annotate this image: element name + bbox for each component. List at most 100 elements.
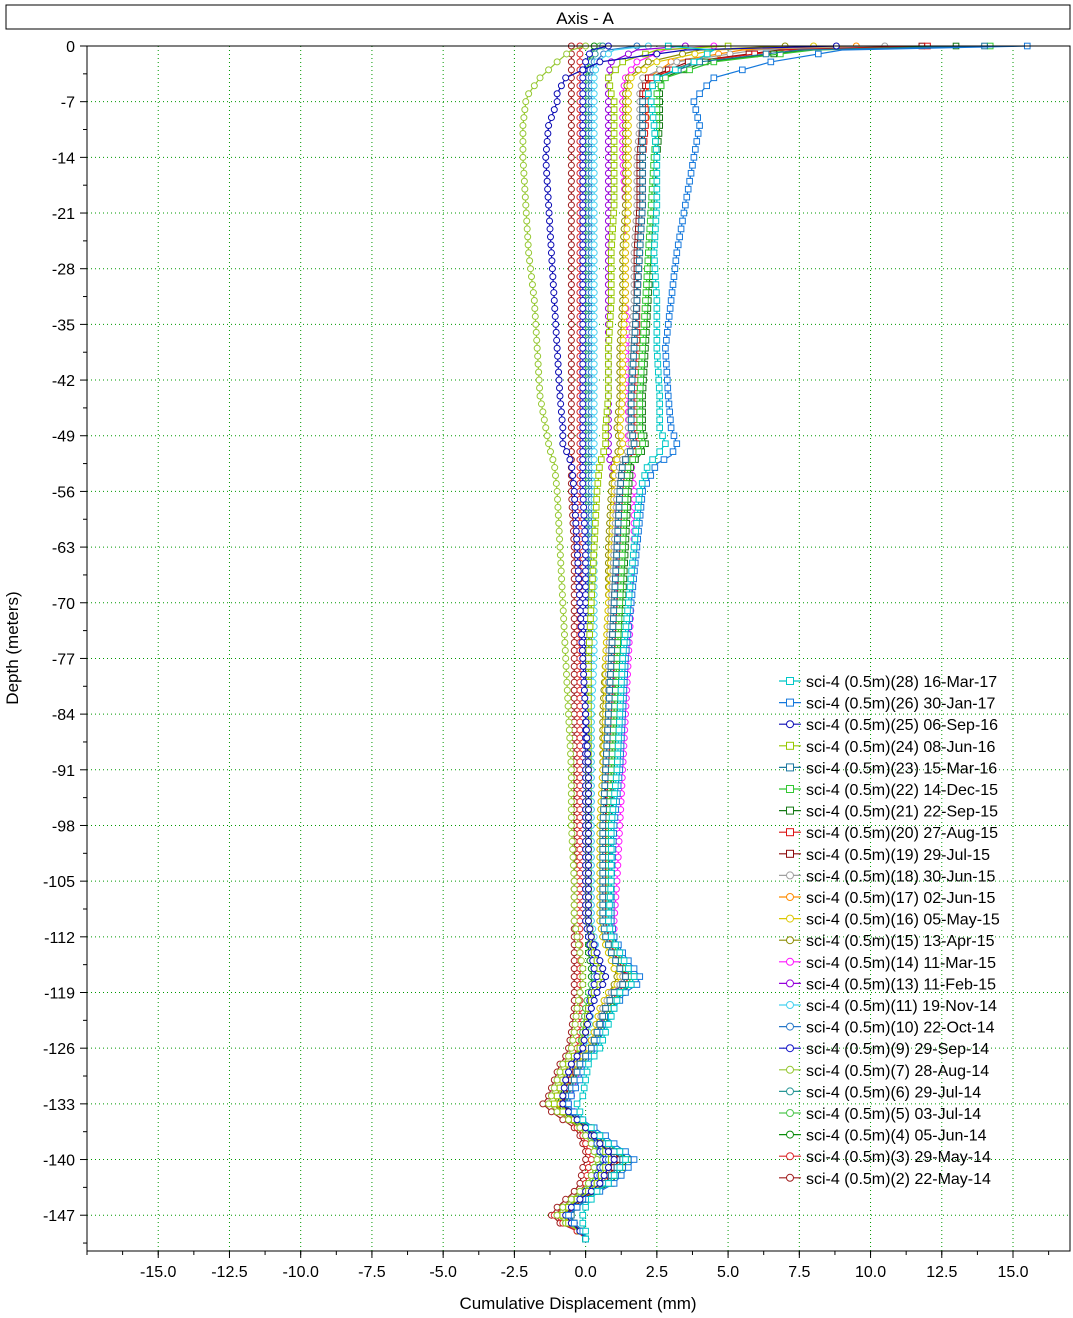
data-point [653, 98, 661, 105]
data-point [579, 249, 587, 257]
data-point [637, 432, 645, 440]
data-point [607, 853, 615, 861]
data-point [620, 957, 628, 964]
data-point [651, 233, 659, 241]
data-point [576, 750, 584, 758]
data-point [559, 424, 567, 432]
data-point [653, 90, 661, 98]
data-point [618, 400, 626, 408]
data-point [633, 297, 641, 304]
data-point [582, 718, 590, 726]
data-point [692, 146, 699, 153]
legend: sci-4 (0.5m)(28) 16-Mar-17 sci-4 (0.5m)(2… [779, 674, 1000, 1188]
data-point [619, 336, 627, 344]
data-point [662, 344, 669, 352]
data-point [576, 1179, 584, 1187]
data-point [762, 50, 770, 58]
data-point [639, 177, 646, 185]
data-point [523, 217, 531, 225]
data-point [614, 758, 621, 766]
data-point [620, 328, 628, 336]
data-point [602, 1005, 609, 1012]
data-point [673, 58, 681, 66]
data-point [591, 535, 598, 543]
data-point [567, 320, 575, 328]
data-point [590, 241, 598, 249]
data-point [568, 1092, 575, 1100]
data-point [567, 814, 575, 822]
data-point [604, 98, 612, 106]
data-point [616, 949, 624, 957]
data-point [567, 297, 575, 305]
legend-swatch-marker [786, 720, 794, 729]
data-point [624, 122, 632, 130]
data-point [584, 869, 592, 877]
data-point [605, 352, 612, 360]
data-point [590, 432, 598, 440]
data-point [689, 162, 696, 169]
data-point [636, 241, 644, 249]
data-point [649, 114, 657, 121]
data-point [605, 74, 612, 82]
data-point [663, 368, 671, 376]
data-point [572, 925, 580, 933]
data-point [670, 273, 678, 280]
data-point [588, 591, 596, 599]
data-point [647, 209, 654, 217]
data-point [639, 106, 646, 113]
data-point [618, 559, 626, 567]
y-tick-label: -21 [52, 206, 75, 223]
data-point [653, 74, 661, 82]
data-point [604, 169, 612, 177]
legend-swatch-marker [786, 785, 794, 793]
data-point [620, 511, 628, 519]
data-point [540, 416, 548, 424]
data-point [617, 694, 624, 702]
data-point [608, 233, 616, 241]
data-point [593, 1188, 601, 1195]
data-point [599, 869, 607, 877]
data-point [547, 1108, 555, 1116]
data-point [590, 320, 598, 328]
y-axis: 0 -7 -14 -21 -28 -35 -42 -49 -56 -63 -70 -77 -84 -91 -… [43, 39, 87, 1244]
data-point [592, 511, 600, 519]
legend-swatch-marker [786, 1044, 794, 1053]
data-point [567, 177, 575, 185]
data-point [599, 893, 607, 901]
data-point [579, 1163, 587, 1171]
data-point [561, 639, 569, 647]
data-point [571, 503, 579, 511]
legend-item: sci-4 (0.5m)(7) 28-Aug-14 [779, 1063, 989, 1080]
data-point [557, 400, 565, 408]
data-point [542, 145, 550, 153]
data-point [590, 257, 598, 265]
data-point [590, 217, 598, 225]
data-point [590, 376, 598, 384]
data-point [633, 981, 641, 988]
data-point [607, 655, 615, 662]
data-point [619, 392, 627, 400]
data-point [694, 130, 702, 137]
data-point [573, 543, 581, 551]
data-point [615, 623, 622, 630]
data-point [616, 424, 624, 432]
data-point [614, 647, 621, 654]
data-point [568, 837, 576, 845]
data-point [622, 273, 630, 281]
data-point [622, 973, 629, 980]
data-point [602, 973, 610, 981]
data-point [630, 352, 637, 360]
data-point [560, 631, 568, 639]
data-point [570, 981, 578, 989]
data-point [567, 66, 575, 74]
data-point [605, 368, 612, 376]
data-point [642, 289, 650, 296]
data-point [553, 1092, 561, 1100]
data-point [618, 551, 626, 559]
data-point [590, 352, 598, 360]
data-point [696, 122, 703, 129]
data-point [605, 1021, 612, 1028]
data-point [570, 989, 578, 997]
data-point [522, 209, 530, 217]
data-point [607, 313, 614, 320]
